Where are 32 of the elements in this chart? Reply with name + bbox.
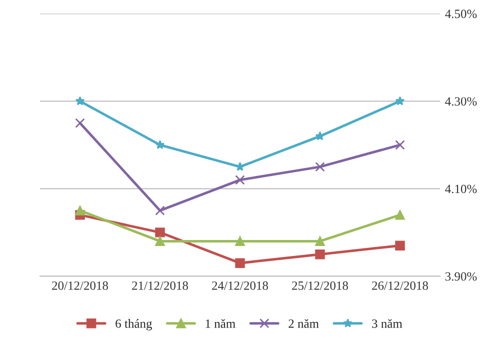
y-tick-label: 4.10% [445,184,477,194]
point [395,96,405,106]
point [235,258,245,268]
point [395,210,405,220]
y-tick-label: 3.90% [445,272,477,281]
point [315,236,325,246]
point [395,240,405,250]
y-tick-label: 4.30% [445,97,477,106]
x-tick-label: 21/12/2018 [132,281,188,290]
point [235,162,245,171]
y-tick-label: 4.50% [445,10,477,18]
point [235,236,245,246]
legend-label: 6 tháng [116,319,152,330]
legend-label: 1 năm [206,319,236,328]
x-tick-label: 20/12/2018 [52,281,108,290]
point [315,249,325,260]
point [155,236,165,246]
point [75,206,85,216]
point [155,228,165,238]
legend-label: 3 năm [372,319,402,328]
point [155,206,165,216]
point [315,162,325,172]
point [395,140,405,150]
point [315,131,325,140]
point [75,118,85,128]
point [235,175,245,185]
point [75,96,85,106]
x-tick-label: 25/12/2018 [292,281,348,290]
x-tick-label: 24/12/2018 [212,281,268,290]
legend-label: 2 năm [288,319,319,328]
point [155,140,165,149]
x-tick-label: 26/12/2018 [372,281,428,290]
